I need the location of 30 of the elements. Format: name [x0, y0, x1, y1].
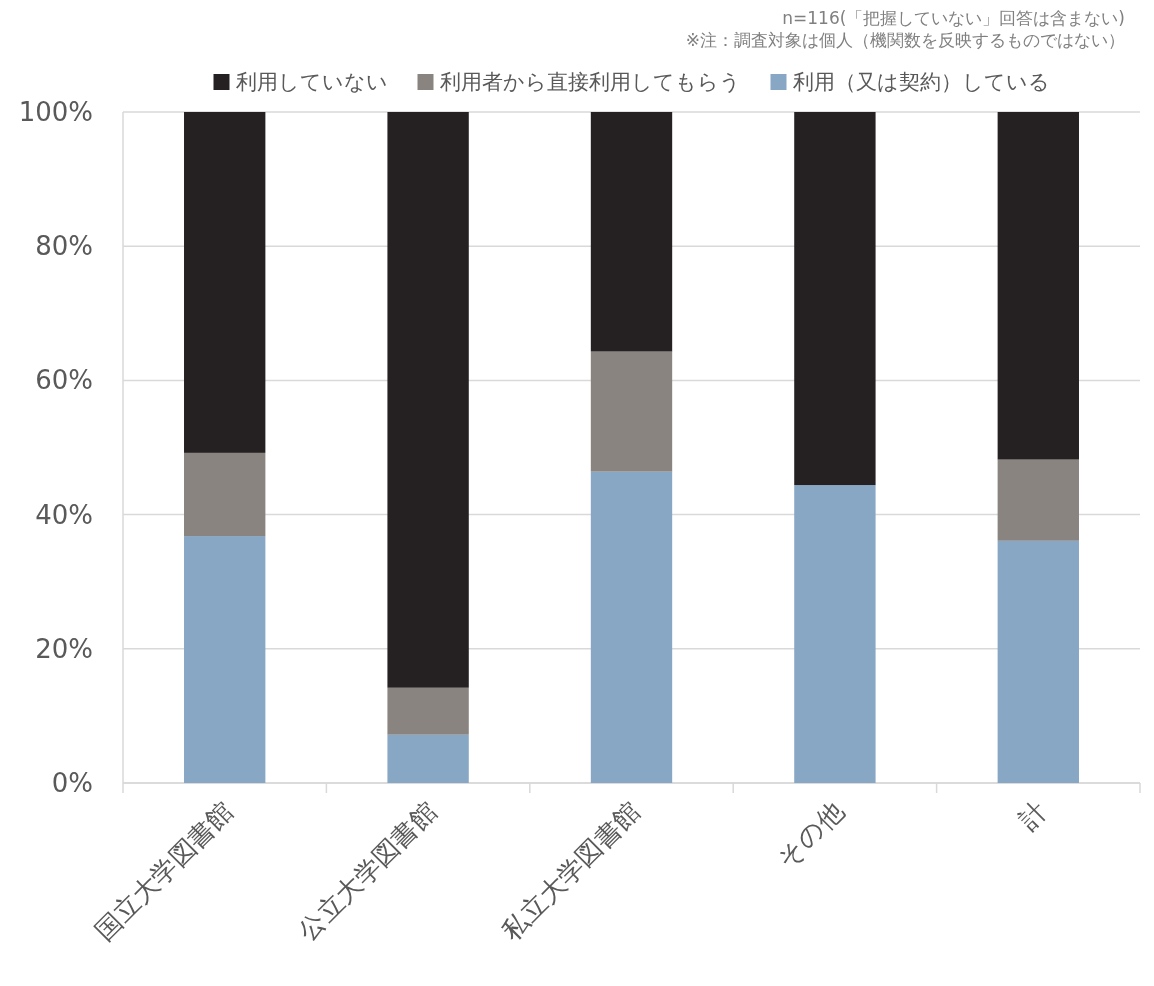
x-tick-label: 私立大学図書館	[495, 796, 646, 946]
bar	[997, 459, 1079, 541]
y-tick-label: 40%	[35, 499, 93, 530]
bar	[184, 452, 266, 537]
bar	[387, 734, 469, 783]
bar	[590, 351, 673, 472]
bar	[184, 112, 266, 453]
text: ※注：調査対象は個人（機関数を反映するものではない）	[685, 30, 1125, 50]
y-tick-label: 0%	[51, 768, 93, 798]
bar	[590, 112, 673, 352]
bar	[184, 536, 266, 783]
bar	[794, 485, 876, 783]
x-tick-label: 国立大学図書館	[89, 796, 239, 946]
text: n=116(「把握していない」回答は含まない)	[782, 8, 1125, 28]
bar	[997, 112, 1079, 460]
x-tick-label: その他	[771, 796, 850, 874]
y-tick-label: 80%	[35, 231, 93, 262]
legend-label: 利用（又は契約）している	[792, 70, 1050, 94]
y-tick-label: 60%	[35, 365, 93, 396]
x-tick-label: 計	[1012, 796, 1053, 836]
bar	[794, 112, 876, 486]
y-tick-label: 100%	[18, 97, 93, 127]
bar	[590, 471, 673, 783]
bar	[387, 687, 469, 735]
legend-label: 利用していない	[235, 70, 388, 94]
y-tick-label: 20%	[35, 633, 93, 664]
legend-label: 利用者から直接利用してもらう	[439, 70, 741, 94]
x-tick-label: 公立大学図書館	[292, 796, 443, 946]
bar	[997, 540, 1079, 783]
bar	[387, 112, 469, 688]
